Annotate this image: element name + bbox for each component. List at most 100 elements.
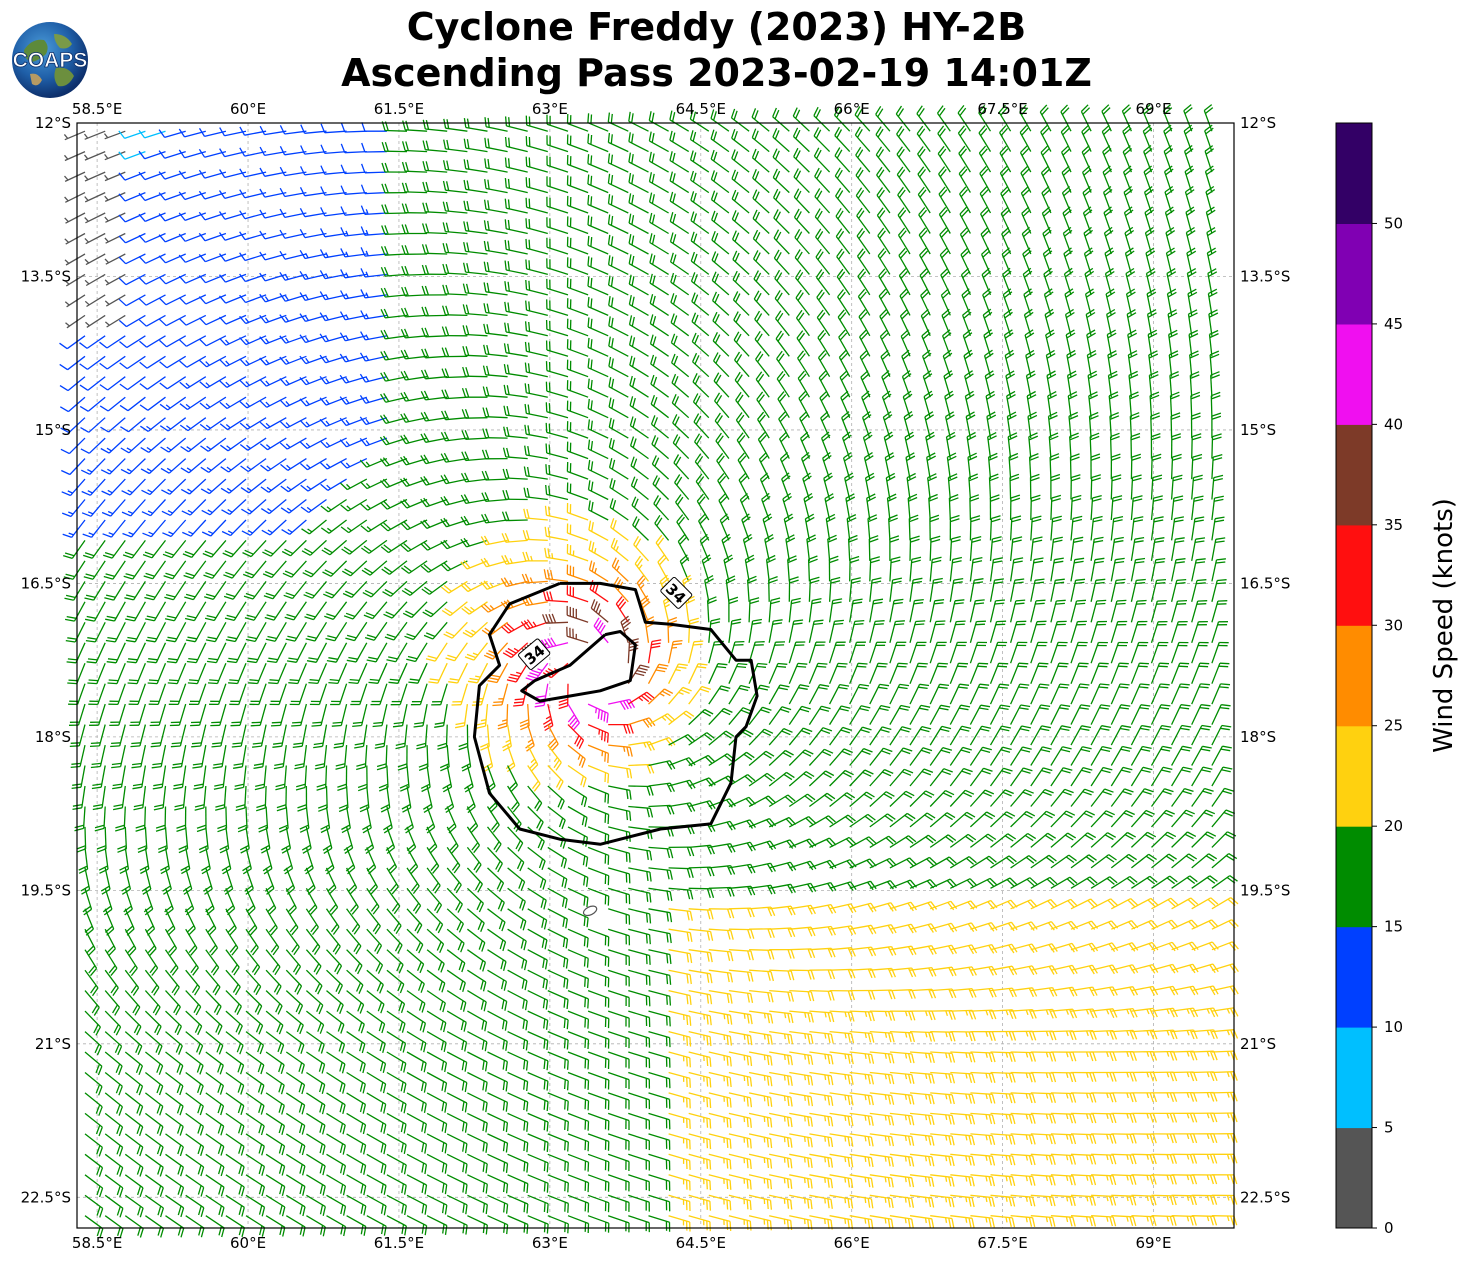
x-tick-label-top: 66°E [834, 100, 870, 118]
wind-barb [279, 146, 307, 156]
wind-barb [1102, 145, 1112, 173]
wind-barb [936, 105, 951, 132]
wind-barb [299, 187, 327, 197]
wind-barb [504, 198, 528, 214]
wind-barb [1163, 144, 1174, 173]
wind-barb [402, 120, 428, 132]
wind-barb [855, 167, 871, 194]
coaps-logo: COAPS [12, 22, 88, 98]
wind-barb [158, 171, 186, 180]
wind-barb [689, 109, 710, 132]
wind-barb [1081, 124, 1092, 152]
wind-barb [772, 128, 790, 153]
colorbar: 0 5 10 15 20 25 30 35 40 45 50 Wind Speed (knots) [1335, 122, 1459, 1237]
wind-barb [259, 125, 287, 136]
wind-barb [793, 147, 810, 173]
wind-barb [710, 170, 730, 194]
wind-barb [1204, 124, 1214, 152]
wind-barb [1060, 104, 1072, 132]
wind-barb [1183, 104, 1193, 132]
wind-barb [1163, 124, 1173, 152]
wind-barb [669, 130, 690, 153]
wind-barb [999, 125, 1012, 152]
wind-barb [1040, 165, 1052, 193]
wind-barb [138, 212, 166, 223]
colorbar-segment [1336, 123, 1372, 224]
wind-barb [711, 210, 730, 235]
x-tick-label-top: 63°E [532, 100, 568, 118]
wind-barb [690, 170, 710, 194]
wind-barb [178, 170, 206, 180]
wind-barb [1061, 186, 1072, 214]
wind-barb [504, 219, 528, 235]
wind-barb [1142, 104, 1153, 132]
wind-barb [178, 212, 207, 222]
wind-barb [546, 176, 569, 194]
wind-barb [546, 135, 569, 153]
wind-barb [999, 165, 1012, 193]
wind-barb [300, 124, 327, 134]
wind-barb [937, 125, 951, 152]
wind-barb [1041, 186, 1052, 214]
wind-barb [422, 202, 448, 214]
wind-barb [104, 232, 126, 244]
wind-barb [442, 201, 468, 214]
wind-barb [463, 138, 488, 153]
wind-barb [917, 166, 931, 193]
wind-barb [813, 147, 831, 173]
wind-barb [63, 130, 86, 141]
wind-barb [855, 187, 871, 214]
wind-barb [834, 167, 851, 194]
wind-barb [628, 132, 649, 153]
wind-barb [731, 128, 750, 153]
wind-barb [218, 232, 247, 241]
wind-barb [84, 212, 106, 224]
wind-barb [361, 142, 387, 153]
wind-barb [360, 184, 387, 195]
wind-barb [896, 125, 911, 152]
colorbar-tick-label: 0 [1384, 1219, 1394, 1237]
wind-barb [1039, 104, 1052, 132]
wind-barb [401, 182, 428, 194]
wind-barb [628, 172, 649, 194]
x-tick-label-bottom: 60°E [230, 1234, 266, 1252]
wind-barb [64, 151, 86, 162]
wind-barb [546, 217, 569, 235]
wind-barb [1082, 186, 1092, 214]
wind-barb [546, 196, 569, 214]
wind-barb [731, 189, 750, 214]
wind-barb [978, 104, 992, 132]
wind-barb [710, 149, 730, 173]
wind-barb [855, 146, 871, 173]
wind-barb [484, 137, 508, 153]
colorbar-tick-label: 5 [1384, 1119, 1394, 1137]
wind-barb [178, 232, 207, 242]
wind-barb [649, 212, 669, 235]
wind-barb [64, 212, 86, 224]
wind-barb [587, 215, 609, 235]
wind-barb [958, 145, 971, 173]
wind-barb [484, 158, 508, 173]
wind-barb [483, 199, 508, 214]
wind-barb [320, 186, 347, 196]
wind-barb [751, 108, 770, 132]
wind-barb [422, 140, 448, 153]
wind-barb [669, 151, 690, 173]
wind-barb [813, 127, 831, 153]
wind-barb [1122, 165, 1133, 193]
wind-barb [1101, 124, 1112, 152]
wind-barb [381, 183, 408, 194]
x-tick-label-bottom: 58.5°E [72, 1234, 122, 1252]
colorbar-tick-label: 25 [1384, 717, 1403, 735]
wind-barb [422, 119, 448, 132]
wind-barb [793, 188, 810, 214]
wind-barb [360, 163, 387, 174]
wind-barb [648, 131, 669, 153]
wind-barb [64, 192, 86, 203]
wind-barb [1121, 104, 1132, 132]
wind-barb [607, 173, 629, 194]
wind-barb [731, 169, 750, 194]
colorbar-label: Wind Speed (knots) [1429, 498, 1459, 753]
wind-barb [876, 187, 891, 214]
wind-barb [1102, 185, 1113, 214]
